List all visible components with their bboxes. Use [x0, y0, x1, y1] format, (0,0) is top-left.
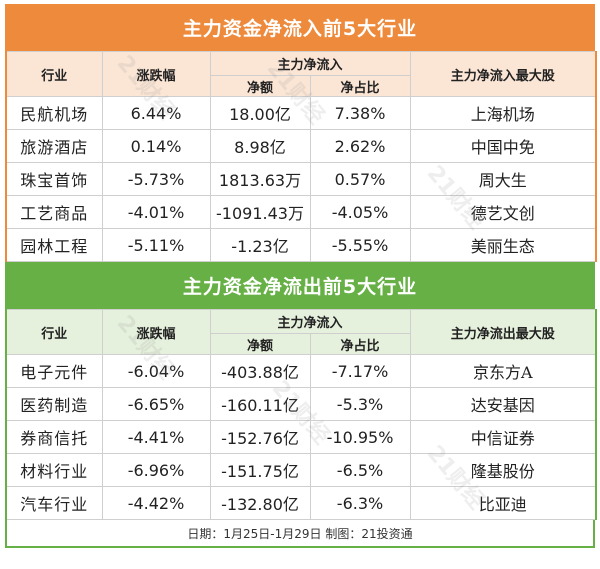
amount-cell: -151.75亿	[209, 453, 311, 487]
header-top-stock: 主力净流入最大股	[409, 51, 597, 97]
industry-cell: 医药制造	[5, 387, 103, 421]
ratio-cell: -6.5%	[309, 453, 411, 487]
stock-cell: 德艺文创	[409, 195, 597, 229]
ratio-cell: 0.57%	[309, 162, 411, 196]
ratio-cell: 7.38%	[309, 96, 411, 130]
table-row: 材料行业 -6.96% -151.75亿 -6.5% 隆基股份	[5, 453, 597, 487]
inflow-title: 主力资金净流入前5大行业	[5, 4, 595, 51]
change-cell: -6.65%	[101, 387, 211, 421]
amount-cell: -160.11亿	[209, 387, 311, 421]
inflow-table: 行业 涨跌幅 主力净流入 主力净流入最大股 净额 净占比 民航机场 6.44% …	[5, 51, 598, 262]
change-cell: -6.04%	[101, 354, 211, 388]
ratio-cell: -5.55%	[309, 228, 411, 262]
header-net-ratio: 净占比	[309, 75, 411, 97]
amount-cell: -152.76亿	[209, 420, 311, 454]
amount-cell: 18.00亿	[209, 96, 311, 130]
outflow-title: 主力资金净流出前5大行业	[5, 262, 595, 309]
header-industry: 行业	[5, 51, 103, 97]
amount-cell: -403.88亿	[209, 354, 311, 388]
footer-caption: 日期：1月25日-1月29日 制图：21投资通	[5, 520, 595, 548]
change-cell: 0.14%	[101, 129, 211, 163]
amount-cell: 8.98亿	[209, 129, 311, 163]
table-row: 珠宝首饰 -5.73% 1813.63万 0.57% 周大生	[5, 162, 597, 196]
industry-cell: 民航机场	[5, 96, 103, 130]
industry-cell: 旅游酒店	[5, 129, 103, 163]
change-cell: -5.11%	[101, 228, 211, 262]
industry-cell: 园林工程	[5, 228, 103, 262]
page: 主力资金净流入前5大行业 行业 涨跌幅 主力净流入 主力净流入最大股 净额 净占…	[5, 4, 598, 548]
header-change: 涨跌幅	[101, 51, 211, 97]
header-change: 涨跌幅	[101, 309, 211, 355]
stock-cell: 达安基因	[409, 387, 597, 421]
table-row: 园林工程 -5.11% -1.23亿 -5.55% 美丽生态	[5, 228, 597, 262]
header-main-flow: 主力净流入	[209, 51, 411, 76]
ratio-cell: -7.17%	[309, 354, 411, 388]
change-cell: 6.44%	[101, 96, 211, 130]
header-net-ratio: 净占比	[309, 333, 411, 355]
ratio-cell: -5.3%	[309, 387, 411, 421]
header-net-amount: 净额	[209, 75, 311, 97]
header-main-flow: 主力净流入	[209, 309, 411, 334]
change-cell: -5.73%	[101, 162, 211, 196]
stock-cell: 中信证券	[409, 420, 597, 454]
outflow-header-row: 行业 涨跌幅 主力净流入 主力净流出最大股	[5, 309, 597, 355]
outflow-table: 行业 涨跌幅 主力净流入 主力净流出最大股 净额 净占比 电子元件 -6.04%…	[5, 309, 598, 520]
industry-cell: 珠宝首饰	[5, 162, 103, 196]
table-row: 旅游酒店 0.14% 8.98亿 2.62% 中国中免	[5, 129, 597, 163]
stock-cell: 隆基股份	[409, 453, 597, 487]
header-top-stock: 主力净流出最大股	[409, 309, 597, 355]
industry-cell: 工艺商品	[5, 195, 103, 229]
inflow-subheader-row: 净额 净占比	[6, 75, 596, 97]
stock-cell: 周大生	[409, 162, 597, 196]
industry-cell: 材料行业	[5, 453, 103, 487]
stock-cell: 中国中免	[409, 129, 597, 163]
table-row: 券商信托 -4.41% -152.76亿 -10.95% 中信证券	[5, 420, 597, 454]
outflow-subheader-row: 净额 净占比	[6, 333, 596, 355]
stock-cell: 上海机场	[409, 96, 597, 130]
industry-cell: 券商信托	[5, 420, 103, 454]
amount-cell: -1091.43万	[209, 195, 311, 229]
stock-cell: 比亚迪	[409, 486, 597, 520]
amount-cell: -1.23亿	[209, 228, 311, 262]
ratio-cell: -10.95%	[309, 420, 411, 454]
table-row: 医药制造 -6.65% -160.11亿 -5.3% 达安基因	[5, 387, 597, 421]
amount-cell: 1813.63万	[209, 162, 311, 196]
header-industry: 行业	[5, 309, 103, 355]
stock-cell: 美丽生态	[409, 228, 597, 262]
change-cell: -4.01%	[101, 195, 211, 229]
ratio-cell: 2.62%	[309, 129, 411, 163]
header-net-amount: 净额	[209, 333, 311, 355]
industry-cell: 汽车行业	[5, 486, 103, 520]
industry-cell: 电子元件	[5, 354, 103, 388]
table-row: 工艺商品 -4.01% -1091.43万 -4.05% 德艺文创	[5, 195, 597, 229]
table-row: 电子元件 -6.04% -403.88亿 -7.17% 京东方A	[5, 354, 597, 388]
change-cell: -6.96%	[101, 453, 211, 487]
amount-cell: -132.80亿	[209, 486, 311, 520]
change-cell: -4.41%	[101, 420, 211, 454]
table-row: 民航机场 6.44% 18.00亿 7.38% 上海机场	[5, 96, 597, 130]
stock-cell: 京东方A	[409, 354, 597, 388]
ratio-cell: -6.3%	[309, 486, 411, 520]
table-row: 汽车行业 -4.42% -132.80亿 -6.3% 比亚迪	[5, 486, 597, 520]
inflow-header-row: 行业 涨跌幅 主力净流入 主力净流入最大股	[5, 51, 597, 97]
ratio-cell: -4.05%	[309, 195, 411, 229]
change-cell: -4.42%	[101, 486, 211, 520]
